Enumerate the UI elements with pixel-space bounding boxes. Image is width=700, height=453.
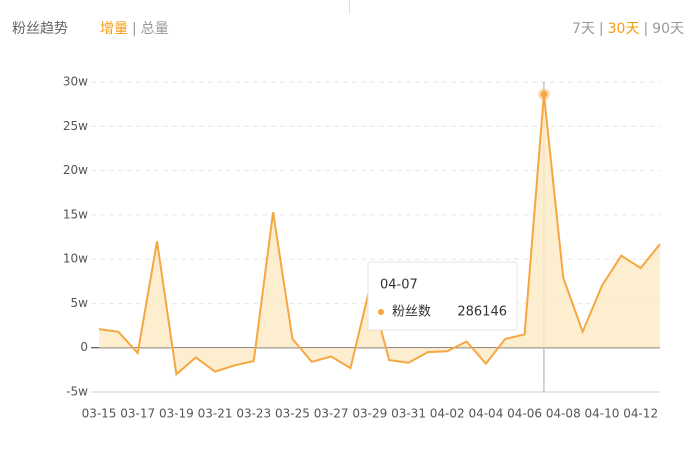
tooltip-dot <box>378 309 384 315</box>
tooltip-series: 粉丝数 <box>392 305 431 320</box>
tooltip-title: 04-07 <box>380 278 418 293</box>
y-tick-label: 10w <box>63 252 88 266</box>
divider <box>349 0 350 14</box>
x-tick-label: 03-27 <box>314 407 349 421</box>
x-tick-label: 04-02 <box>430 407 465 421</box>
tab[interactable]: 30天 <box>607 21 640 37</box>
x-tick-label: 03-31 <box>391 407 426 421</box>
y-tick-label: 5w <box>71 296 89 310</box>
y-tick-label: -5w <box>66 385 88 399</box>
mode-tabs: 增量 | 总量 <box>98 18 171 38</box>
x-tick-label: 03-19 <box>159 407 194 421</box>
tooltip-box <box>367 261 518 331</box>
separator: | <box>132 21 137 37</box>
x-tick-label: 04-04 <box>468 407 503 421</box>
x-tick-label: 03-15 <box>82 407 117 421</box>
tab[interactable]: 7天 <box>571 21 595 37</box>
tab[interactable]: 增量 <box>100 21 128 37</box>
area <box>99 94 660 375</box>
highlight-point <box>540 90 548 98</box>
range-tabs: 7天 | 30天 | 90天 <box>570 18 686 38</box>
y-tick-label: 0 <box>80 340 88 354</box>
tooltip: 04-07 粉丝数 286146 <box>367 261 518 331</box>
y-tick-label: 20w <box>63 163 88 177</box>
tab[interactable]: 总量 <box>140 21 169 37</box>
y-tick-label: 25w <box>63 119 88 133</box>
x-tick-label: 04-12 <box>623 407 658 421</box>
tab[interactable]: 90天 <box>652 21 684 37</box>
x-tick-label: 03-17 <box>120 407 155 421</box>
x-tick-label: 04-06 <box>507 407 542 421</box>
y-tick-label: 30w <box>63 75 88 89</box>
separator: | <box>598 21 604 37</box>
y-tick-label: 15w <box>63 207 88 221</box>
x-tick-label: 03-21 <box>198 407 233 421</box>
x-tick-label: 03-29 <box>352 407 387 421</box>
separator: | <box>643 21 649 37</box>
tooltip-value: 286146 <box>457 305 507 320</box>
x-tick-label: 04-08 <box>546 407 581 421</box>
x-tick-label: 03-23 <box>236 407 271 421</box>
x-tick-label: 04-10 <box>585 407 620 421</box>
x-tick-label: 03-25 <box>275 407 310 421</box>
panel-title: 粉丝趋势 <box>12 21 68 37</box>
